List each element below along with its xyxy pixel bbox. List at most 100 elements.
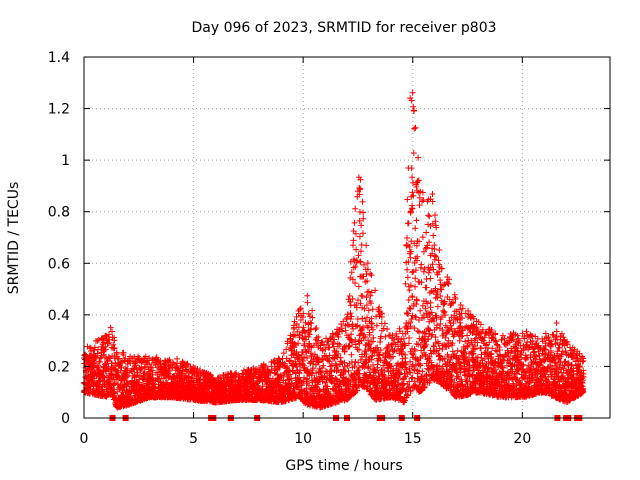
data-point (353, 304, 360, 311)
data-point (421, 265, 428, 272)
data-point (362, 333, 369, 340)
data-point (102, 346, 109, 353)
data-point (350, 237, 357, 244)
data-point (302, 333, 309, 340)
data-point (148, 367, 155, 374)
data-point (118, 364, 125, 371)
data-point (356, 191, 363, 198)
data-point (347, 258, 354, 265)
data-point (356, 217, 363, 224)
data-point (317, 369, 324, 376)
data-point (322, 367, 329, 374)
data-point (411, 325, 418, 332)
data-point (284, 363, 291, 370)
data-point (344, 314, 351, 321)
data-point (300, 324, 307, 331)
data-point (127, 359, 134, 366)
data-point (363, 242, 370, 249)
data-point (325, 388, 332, 395)
data-point (402, 280, 409, 287)
data-point (313, 398, 320, 405)
data-point (109, 328, 116, 335)
data-point (314, 355, 321, 362)
data-point (409, 174, 416, 181)
data-point (331, 380, 338, 387)
data-point (411, 125, 418, 132)
data-point (354, 387, 361, 394)
data-point (416, 328, 423, 335)
data-point (377, 356, 384, 363)
data-point (454, 347, 461, 354)
data-point (293, 363, 300, 370)
data-point (313, 324, 320, 331)
data-point (334, 330, 341, 337)
data-point (344, 311, 351, 318)
data-point (367, 292, 374, 299)
data-point (369, 326, 376, 333)
data-point (349, 295, 356, 302)
data-point (357, 248, 364, 255)
data-point (300, 357, 307, 364)
data-point (456, 337, 463, 344)
data-point (307, 326, 314, 333)
data-point (107, 324, 114, 331)
data-point (322, 346, 329, 353)
data-point (253, 378, 260, 385)
data-point (319, 373, 326, 380)
data-point (349, 321, 356, 328)
data-point (111, 337, 118, 344)
data-point (373, 322, 380, 329)
data-point (328, 367, 335, 374)
data-point (304, 355, 311, 362)
data-point (303, 376, 310, 383)
data-point (404, 196, 411, 203)
data-point (405, 297, 412, 304)
data-point (276, 356, 283, 363)
data-point (91, 379, 98, 386)
data-point (368, 356, 375, 363)
data-point (414, 253, 421, 260)
data-point (348, 313, 355, 320)
data-point (120, 349, 127, 356)
data-point (410, 108, 417, 115)
data-point (359, 230, 366, 237)
data-point (124, 372, 131, 379)
data-point (319, 347, 326, 354)
data-point (348, 269, 355, 276)
data-point (324, 383, 331, 390)
data-point (91, 344, 98, 351)
data-point (283, 346, 290, 353)
data-point (131, 353, 138, 360)
data-point (403, 242, 410, 249)
data-point (410, 149, 417, 156)
data-point (320, 362, 327, 369)
data-point (250, 379, 257, 386)
data-point (413, 297, 420, 304)
data-point (307, 359, 314, 366)
data-point (331, 336, 338, 343)
data-point (359, 198, 366, 205)
data-point (357, 176, 364, 183)
data-point (304, 375, 311, 382)
data-point (309, 314, 316, 321)
data-point (369, 320, 376, 327)
data-point (363, 351, 370, 358)
data-point (99, 336, 106, 343)
data-point (293, 321, 300, 328)
data-point (93, 354, 100, 361)
data-point (357, 259, 364, 266)
data-point (412, 275, 419, 282)
data-point (143, 358, 150, 365)
data-point (404, 274, 411, 281)
data-point (298, 386, 305, 393)
data-point (183, 361, 190, 368)
data-point (368, 272, 375, 279)
data-point (419, 234, 426, 241)
data-point (360, 209, 367, 216)
data-point (87, 383, 94, 390)
data-point (105, 353, 112, 360)
data-point (91, 347, 98, 354)
data-point (315, 359, 322, 366)
data-point (352, 280, 359, 287)
